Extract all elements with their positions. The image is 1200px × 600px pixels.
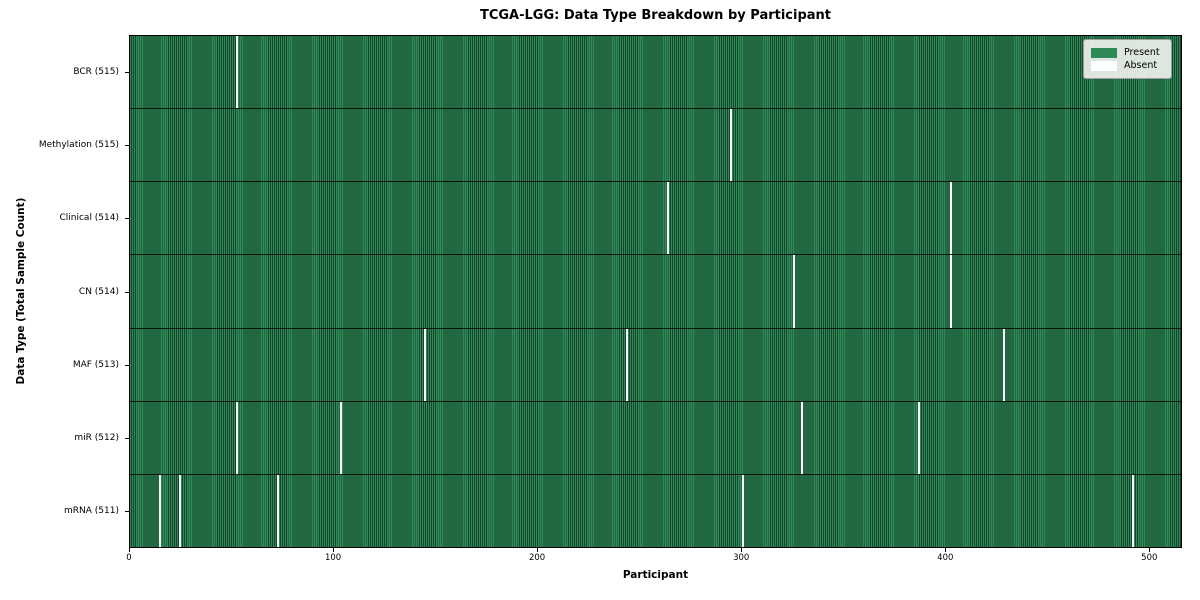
absent-gap xyxy=(236,401,239,474)
x-tick-label: 300 xyxy=(733,553,750,563)
legend-swatch-icon xyxy=(1091,60,1117,71)
x-tick-mark xyxy=(333,548,335,552)
x-tick-label: 400 xyxy=(937,553,954,563)
legend: Present Absent xyxy=(1083,39,1172,79)
heatmap-row-methylation xyxy=(130,109,1181,183)
y-axis-title: Data Type (Total Sample Count) xyxy=(15,197,27,385)
y-tick-mark xyxy=(125,218,129,220)
legend-label: Absent xyxy=(1124,60,1158,71)
x-tick-label: 500 xyxy=(1141,553,1158,563)
x-axis-title: Participant xyxy=(622,569,689,581)
absent-gap xyxy=(276,474,279,547)
legend-entry-absent: Absent xyxy=(1091,60,1164,71)
y-tick-mark xyxy=(125,438,129,440)
chart-title: TCGA-LGG: Data Type Breakdown by Partici… xyxy=(479,8,832,23)
y-tick-label: Clinical (514) xyxy=(59,213,119,224)
absent-gap xyxy=(950,182,953,255)
y-tick-label: BCR (515) xyxy=(73,66,119,77)
x-tick-mark xyxy=(537,548,539,552)
absent-gap xyxy=(179,474,181,547)
legend-entry-present: Present xyxy=(1091,47,1164,58)
absent-gap xyxy=(158,474,161,547)
y-tick-mark xyxy=(125,291,129,293)
absent-gap xyxy=(1132,474,1134,547)
x-tick-label: 200 xyxy=(528,553,546,563)
legend-swatch-icon xyxy=(1091,47,1117,58)
absent-gap xyxy=(666,182,669,255)
absent-gap xyxy=(729,109,732,182)
absent-gap xyxy=(236,36,239,109)
y-tick-label: MAF (513) xyxy=(72,359,119,370)
x-tick-label: 100 xyxy=(324,553,342,563)
absent-gap xyxy=(801,401,804,474)
heatmap-row-maf xyxy=(130,328,1181,402)
y-tick-label: CN (514) xyxy=(78,286,119,297)
heatmap-row-bcr xyxy=(130,36,1181,110)
absent-gap xyxy=(423,328,426,401)
x-tick-label: 0 xyxy=(126,553,132,563)
y-tick-label: miR (512) xyxy=(74,433,119,444)
y-tick-label: Methylation (515) xyxy=(38,139,119,150)
plot-area xyxy=(129,35,1182,548)
absent-gap xyxy=(340,401,343,474)
heatmap-row-mrna xyxy=(130,474,1181,547)
x-tick-mark xyxy=(945,548,947,552)
legend-label: Present xyxy=(1124,47,1160,58)
y-tick-mark xyxy=(125,71,129,73)
heatmap-row-mir xyxy=(130,401,1181,475)
x-tick-mark xyxy=(129,548,130,552)
y-tick-label: mRNA (511) xyxy=(64,506,119,517)
absent-gap xyxy=(917,401,920,474)
y-tick-mark xyxy=(125,364,129,366)
absent-gap xyxy=(742,474,745,547)
y-tick-mark xyxy=(125,144,129,146)
heatmap-row-cn xyxy=(130,255,1181,329)
x-tick-mark xyxy=(1149,548,1151,552)
x-tick-mark xyxy=(741,548,743,552)
absent-gap xyxy=(950,255,953,328)
absent-gap xyxy=(793,255,796,328)
y-tick-mark xyxy=(125,511,129,513)
heatmap-row-clinical xyxy=(130,182,1181,256)
absent-gap xyxy=(625,328,628,401)
absent-gap xyxy=(1003,328,1006,401)
